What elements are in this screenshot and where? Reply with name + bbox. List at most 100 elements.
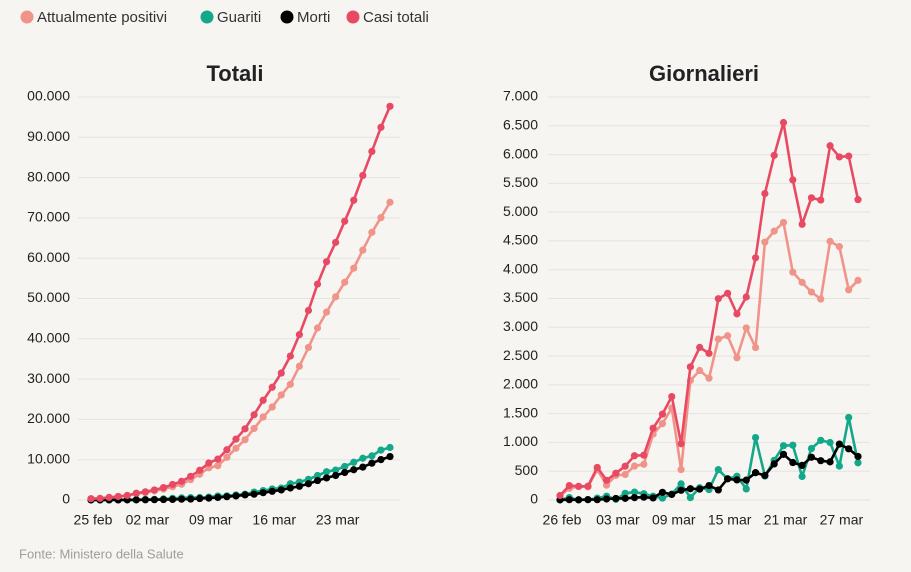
data-point (686, 485, 694, 493)
y-tick-label: 60.000 (27, 249, 70, 265)
data-point (714, 295, 722, 303)
data-point (584, 482, 592, 490)
data-point (386, 102, 394, 110)
data-point (377, 123, 385, 131)
x-tick-label: 26 feb (543, 512, 582, 528)
data-point (386, 198, 394, 206)
data-point (304, 343, 313, 352)
legend-swatch (280, 10, 294, 24)
data-point (593, 496, 601, 504)
legend-swatch (346, 10, 360, 24)
data-point (845, 286, 853, 294)
data-point (205, 494, 213, 502)
data-point (87, 495, 95, 503)
data-point (724, 475, 732, 483)
data-point (350, 458, 358, 466)
y-tick-label: 00.000 (27, 88, 70, 104)
data-point (621, 462, 629, 470)
data-point (714, 335, 722, 343)
data-point (304, 480, 313, 488)
data-point (313, 471, 322, 480)
data-point (658, 420, 667, 428)
y-tick-label: 80.000 (27, 168, 70, 184)
data-point (668, 392, 676, 401)
y-tick-label: 5.000 (503, 203, 538, 219)
x-tick-label: 25 feb (74, 512, 113, 528)
data-point (658, 488, 667, 496)
data-point (807, 194, 816, 202)
data-point (826, 237, 834, 245)
data-point (761, 190, 769, 198)
y-tick-label: 40.000 (27, 330, 70, 346)
data-point (368, 147, 376, 156)
data-point (277, 391, 285, 399)
series-line (91, 455, 391, 502)
x-tick-label: 15 mar (708, 512, 752, 528)
data-point (575, 482, 583, 490)
data-point (621, 470, 629, 479)
data-point (214, 462, 222, 470)
data-point (807, 444, 816, 453)
data-point (742, 324, 750, 332)
data-point (250, 490, 258, 498)
data-point (350, 196, 358, 204)
data-point (250, 411, 258, 419)
data-point (817, 196, 825, 204)
y-tick-label: 90.000 (27, 128, 70, 144)
data-point (322, 258, 331, 266)
series-line (90, 201, 392, 500)
data-point (677, 440, 685, 448)
data-point (845, 152, 853, 160)
data-point (640, 460, 648, 468)
data-point (377, 214, 385, 222)
data-point (313, 476, 322, 485)
data-point (178, 477, 186, 485)
data-point (696, 366, 704, 375)
data-point (612, 469, 620, 477)
y-tick-label: 1.500 (503, 404, 538, 420)
data-point (733, 310, 741, 318)
y-tick-label: 0 (530, 491, 538, 507)
data-point (686, 494, 694, 502)
x-tick-label: 03 mar (596, 512, 640, 528)
data-point (593, 463, 601, 472)
data-point (350, 264, 358, 272)
data-point (742, 476, 750, 484)
data-point (150, 486, 159, 494)
data-point (807, 288, 816, 296)
data-point (658, 410, 667, 418)
y-tick-label: 3.500 (503, 289, 538, 305)
series-line (90, 105, 392, 500)
data-point (845, 445, 853, 453)
data-point (565, 482, 573, 490)
data-point (295, 331, 303, 339)
legend-swatch (20, 10, 34, 24)
data-point (359, 463, 367, 471)
y-tick-label: 2.000 (503, 376, 538, 392)
legend-label: Morti (297, 9, 330, 26)
data-point (714, 466, 722, 474)
data-point (196, 494, 204, 503)
data-point (232, 444, 240, 452)
data-point (241, 491, 249, 499)
data-point (304, 306, 313, 315)
data-point (630, 452, 639, 460)
data-point (696, 343, 704, 351)
data-point (789, 441, 797, 449)
data-point (341, 462, 349, 471)
data-point (322, 308, 331, 316)
data-point (223, 453, 231, 461)
data-point (826, 142, 834, 150)
data-point (779, 450, 788, 458)
data-point (350, 466, 358, 474)
data-point (835, 462, 843, 470)
data-point (259, 489, 267, 497)
data-point (621, 494, 629, 502)
data-point (332, 238, 340, 246)
data-point (159, 483, 168, 492)
data-point (377, 446, 385, 454)
data-point (223, 493, 231, 501)
data-point (168, 480, 177, 489)
data-point (268, 383, 276, 391)
